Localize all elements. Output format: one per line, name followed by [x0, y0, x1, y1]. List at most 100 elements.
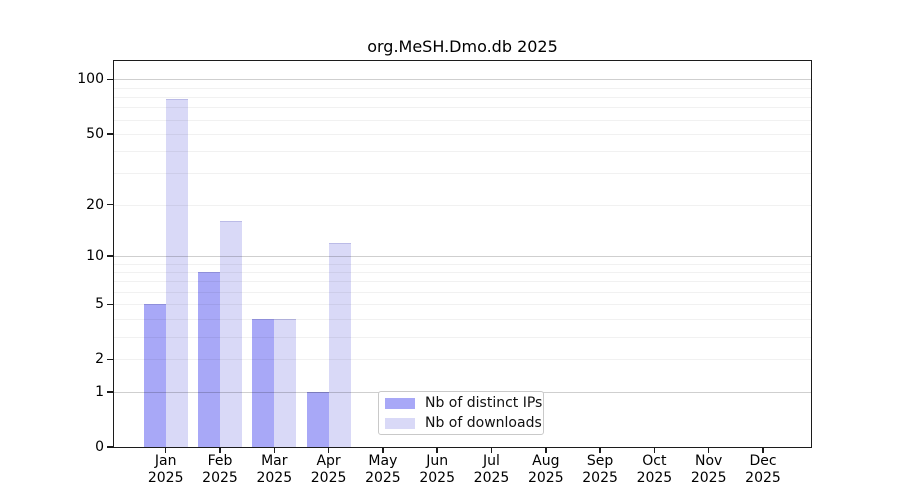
gridline-minor-30 — [114, 173, 811, 175]
legend-item-distinct-ips: Nb of distinct IPs — [385, 395, 542, 412]
x-tick-year: 2025 — [636, 470, 673, 486]
x-tick-year: 2025 — [419, 470, 455, 486]
x-tick-month: Jan — [154, 453, 177, 469]
gridline-minor-2 — [114, 359, 811, 361]
x-tick-jun — [436, 448, 438, 453]
bar-downloads-apr — [328, 242, 351, 447]
legend-swatch-downloads — [385, 417, 415, 429]
gridline-minor-6 — [114, 292, 811, 293]
x-tick-month: Apr — [316, 453, 341, 469]
x-tick-label-feb: Feb 2025 — [188, 453, 252, 487]
x-tick-sep — [599, 448, 601, 453]
y-tick-100 — [107, 78, 113, 81]
x-tick-month: Aug — [532, 453, 560, 469]
x-tick-month: Sep — [586, 453, 614, 469]
x-tick-feb — [219, 448, 221, 453]
gridline-minor-9 — [114, 263, 811, 265]
y-tick-5 — [107, 303, 113, 306]
gridline-minor-60 — [114, 119, 811, 121]
x-tick-may — [382, 448, 384, 453]
y-tick-label-0: 0 — [95, 439, 104, 455]
legend-swatch-distinct-ips — [385, 397, 415, 409]
x-tick-month: Feb — [207, 453, 233, 469]
x-tick-month: Jul — [483, 453, 500, 469]
y-tick-2 — [107, 358, 113, 361]
x-tick-label-nov: Nov 2025 — [677, 453, 741, 487]
x-tick-year: 2025 — [527, 470, 564, 486]
legend: Nb of distinct IPs Nb of downloads — [378, 391, 544, 435]
x-tick-mar — [273, 448, 276, 453]
plot-area — [114, 61, 811, 447]
bar-downloads-jan — [165, 98, 188, 447]
gridline-minor-90 — [114, 87, 811, 89]
y-tick-label-10: 10 — [86, 248, 104, 264]
x-tick-label-dec: Dec 2025 — [731, 453, 795, 487]
y-tick-50 — [107, 133, 113, 135]
x-tick-year: 2025 — [310, 470, 347, 486]
bar-downloads-mar — [274, 318, 297, 447]
y-tick-0 — [107, 446, 113, 448]
x-tick-month: Jun — [426, 453, 449, 469]
gridline-minor-20 — [114, 204, 811, 206]
gridline-minor-5 — [114, 304, 811, 306]
x-tick-month: May — [368, 453, 398, 469]
x-tick-apr — [327, 448, 330, 453]
gridline-minor-70 — [114, 107, 811, 109]
x-tick-month: Oct — [642, 453, 667, 469]
x-tick-label-aug: Aug 2025 — [514, 453, 578, 487]
x-tick-dec — [762, 448, 764, 453]
x-tick-label-mar: Mar 2025 — [242, 453, 306, 487]
y-tick-label-1: 1 — [95, 383, 104, 400]
y-tick-label-2: 2 — [95, 351, 104, 368]
x-tick-year: 2025 — [690, 470, 727, 486]
x-tick-year: 2025 — [582, 470, 618, 486]
x-tick-label-jan: Jan 2025 — [134, 453, 198, 487]
x-tick-aug — [545, 448, 547, 453]
bar-distinct-ips-jan — [143, 304, 166, 447]
gridline-minor-40 — [114, 151, 811, 153]
gridline-minor-7 — [114, 281, 811, 283]
y-tick-label-100: 100 — [77, 71, 104, 88]
x-tick-year: 2025 — [473, 470, 510, 486]
x-tick-label-sep: Sep 2025 — [568, 453, 632, 487]
legend-label-distinct-ips: Nb of distinct IPs — [425, 394, 543, 411]
x-tick-nov — [707, 448, 710, 453]
bar-distinct-ips-apr — [306, 391, 329, 447]
gridline-minor-4 — [114, 318, 811, 320]
x-tick-label-jul: Jul 2025 — [460, 453, 524, 487]
y-tick-label-5: 5 — [95, 296, 104, 313]
x-tick-year: 2025 — [256, 470, 293, 486]
y-tick-label-20: 20 — [86, 196, 104, 213]
gridline-major-100 — [114, 79, 811, 81]
x-tick-year: 2025 — [202, 470, 238, 486]
bar-distinct-ips-mar — [252, 318, 275, 447]
gridline-minor-3 — [114, 336, 811, 338]
x-tick-label-apr: Apr 2025 — [297, 453, 361, 487]
x-tick-label-jun: Jun 2025 — [405, 453, 469, 487]
bar-downloads-feb — [220, 221, 242, 447]
legend-item-downloads: Nb of downloads — [385, 415, 542, 432]
x-tick-month: Nov — [695, 453, 723, 469]
legend-label-downloads: Nb of downloads — [425, 414, 542, 431]
x-tick-jan — [164, 448, 167, 453]
y-tick-1 — [107, 391, 113, 393]
gridline-major-10 — [114, 256, 811, 257]
x-tick-year: 2025 — [147, 470, 184, 486]
x-tick-oct — [653, 448, 656, 453]
x-tick-jul — [490, 448, 493, 453]
x-tick-label-may: May 2025 — [351, 453, 415, 487]
x-tick-month: Dec — [749, 453, 777, 469]
chart-title: org.MeSH.Dmo.db 2025 — [367, 37, 558, 56]
gridline-minor-80 — [114, 96, 811, 98]
x-tick-year: 2025 — [745, 470, 781, 486]
gridline-minor-8 — [114, 271, 811, 273]
bar-distinct-ips-feb — [198, 272, 220, 447]
x-tick-year: 2025 — [365, 470, 401, 486]
x-tick-label-oct: Oct 2025 — [622, 453, 686, 487]
y-tick-label-50: 50 — [86, 125, 104, 142]
y-tick-10 — [107, 255, 113, 257]
y-tick-20 — [107, 203, 113, 206]
gridline-minor-50 — [114, 133, 811, 135]
x-tick-month: Mar — [261, 453, 288, 469]
